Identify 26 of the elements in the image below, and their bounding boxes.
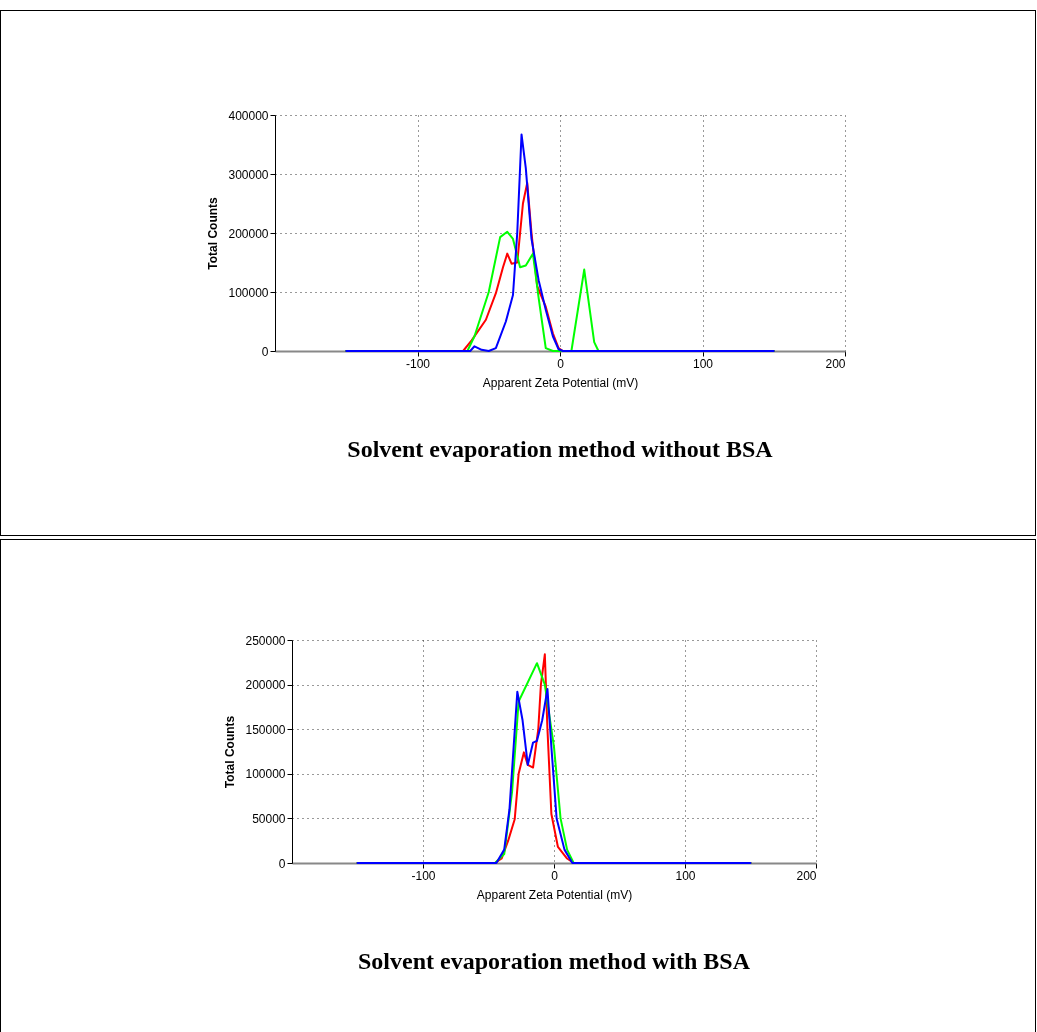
y-tick-label: 100000: [228, 285, 269, 300]
x-tick-label: -100: [405, 356, 431, 371]
x-tick-label: 200: [825, 356, 846, 371]
x-axis-title: Apparent Zeta Potential (mV): [476, 887, 633, 902]
y-tick-label: 250000: [245, 633, 286, 648]
x-tick-label: -100: [411, 868, 436, 883]
y-tick-label: 400000: [228, 108, 269, 123]
y-tick-label: 150000: [245, 722, 286, 737]
x-tick-label: 100: [692, 356, 714, 371]
text: Solvent evaporation method without BSA: [347, 436, 774, 462]
x-tick-label: 100: [675, 868, 696, 883]
x-tick-label: 0: [551, 868, 559, 883]
y-tick-label: 0: [278, 856, 286, 871]
text: Solvent evaporation method with BSA: [357, 948, 751, 974]
y-tick-label: 0: [261, 344, 269, 359]
x-tick-label: 200: [796, 868, 817, 883]
x-axis-title: Apparent Zeta Potential (mV): [482, 375, 639, 390]
y-tick-label: 50000: [252, 811, 286, 826]
y-tick-label: 100000: [245, 767, 286, 782]
y-tick-label: 200000: [228, 226, 269, 241]
y-tick-label: 200000: [245, 678, 286, 693]
x-tick-label: 0: [557, 356, 565, 371]
y-axis-title: Total Counts: [223, 715, 238, 789]
line-series: [345, 133, 775, 352]
y-axis-title: Total Counts: [206, 196, 221, 270]
y-tick-label: 300000: [228, 167, 269, 182]
